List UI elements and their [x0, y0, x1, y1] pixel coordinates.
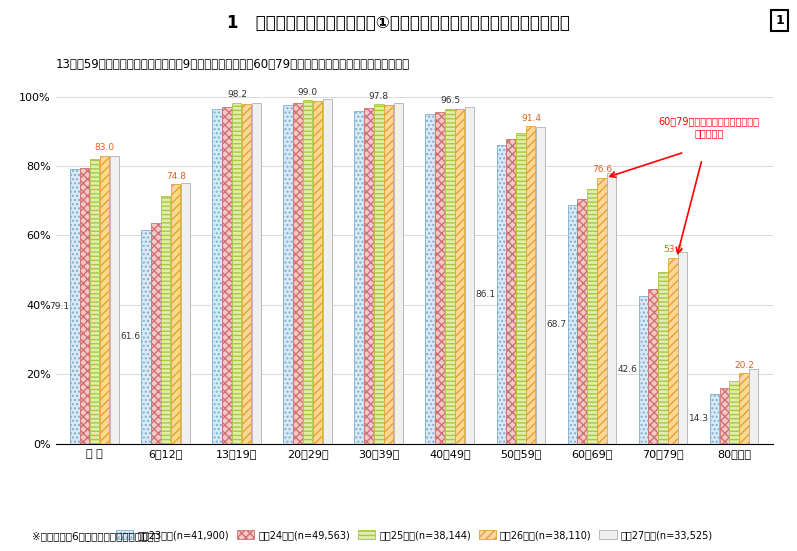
Bar — [465, 107, 474, 444]
Bar — [578, 199, 587, 444]
Bar — [506, 139, 516, 444]
Bar — [324, 99, 332, 444]
Bar — [313, 101, 323, 444]
Bar — [242, 104, 251, 444]
Text: 42.6: 42.6 — [618, 365, 638, 374]
Bar — [740, 374, 748, 444]
Bar — [90, 159, 100, 444]
Bar — [304, 100, 312, 444]
Bar — [607, 173, 616, 444]
Bar — [222, 107, 231, 444]
Bar — [598, 178, 607, 444]
Text: 68.7: 68.7 — [547, 320, 567, 329]
Text: 83.0: 83.0 — [95, 143, 115, 152]
Bar — [526, 127, 536, 444]
Bar — [100, 155, 109, 444]
Bar — [446, 109, 454, 444]
Text: 98.2: 98.2 — [227, 90, 247, 99]
Text: 86.1: 86.1 — [476, 290, 496, 299]
Bar — [293, 102, 303, 444]
Text: 96.5: 96.5 — [440, 96, 460, 105]
Bar — [80, 168, 89, 444]
Bar — [649, 289, 658, 444]
Bar — [516, 133, 525, 444]
Bar — [141, 230, 151, 444]
Bar — [749, 369, 759, 444]
Bar — [252, 102, 261, 444]
Bar — [426, 114, 434, 444]
Legend: 平成23年末(n=41,900), 平成24年末(n=49,563), 平成25年末(n=38,144), 平成26年末(n=38,110), 平成27年末(n: 平成23年末(n=41,900), 平成24年末(n=49,563), 平成25… — [112, 526, 717, 544]
Text: 76.6: 76.6 — [592, 165, 612, 174]
Text: 61.6: 61.6 — [120, 332, 140, 341]
Bar — [161, 196, 171, 444]
Bar — [355, 111, 363, 444]
Text: ※「全体」は6歳以上の調査対象者を指す。: ※「全体」は6歳以上の調査対象者を指す。 — [32, 531, 159, 541]
Text: 1: 1 — [775, 14, 783, 27]
Text: 14.3: 14.3 — [689, 414, 709, 423]
Bar — [455, 110, 465, 444]
Bar — [720, 388, 728, 444]
Bar — [678, 252, 688, 444]
Bar — [151, 223, 160, 444]
Text: 60～79歳のインターネット利用は
上昇傾向。: 60～79歳のインターネット利用は 上昇傾向。 — [658, 117, 760, 138]
Text: 74.8: 74.8 — [166, 171, 186, 181]
Text: 99.0: 99.0 — [298, 88, 318, 96]
Bar — [669, 258, 677, 444]
Bar — [110, 155, 120, 444]
Bar — [181, 183, 190, 444]
Bar — [497, 145, 505, 444]
Text: 97.8: 97.8 — [369, 92, 389, 101]
Bar — [729, 381, 739, 444]
Bar — [232, 103, 241, 444]
Bar — [536, 127, 545, 444]
Bar — [375, 104, 383, 444]
Bar — [284, 105, 292, 444]
Text: 13歳～59歳のインターネット利用は9割を上回っており、60～79歳のインターネット利用は上昇傾向。: 13歳～59歳のインターネット利用は9割を上回っており、60～79歳のインターネ… — [56, 58, 410, 71]
Bar — [395, 103, 403, 444]
Text: 20.2: 20.2 — [734, 361, 754, 370]
Bar — [364, 109, 374, 444]
Bar — [171, 184, 180, 444]
Bar — [658, 272, 668, 444]
Bar — [567, 205, 577, 444]
Bar — [384, 105, 394, 444]
Bar — [213, 109, 222, 444]
Bar — [638, 296, 648, 444]
Text: 1   インターネットの利用動向①（年齢階層別インターネット利用状況）: 1 インターネットの利用動向①（年齢階層別インターネット利用状況） — [227, 14, 570, 32]
Bar — [587, 188, 597, 444]
Bar — [70, 169, 80, 444]
Text: 79.1: 79.1 — [49, 302, 69, 311]
Text: 53.5: 53.5 — [663, 246, 683, 255]
Bar — [709, 394, 719, 444]
Bar — [435, 112, 445, 444]
Text: 91.4: 91.4 — [521, 114, 541, 123]
